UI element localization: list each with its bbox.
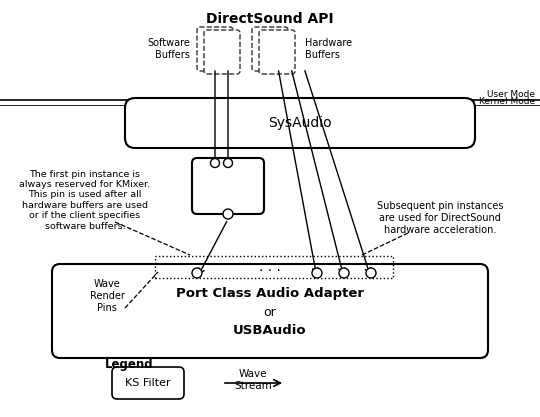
Text: Wave
Stream: Wave Stream — [234, 369, 272, 391]
Circle shape — [223, 209, 233, 219]
Circle shape — [312, 268, 322, 278]
Text: USBAudio: USBAudio — [233, 324, 307, 337]
FancyBboxPatch shape — [252, 27, 288, 71]
Text: DirectSound API: DirectSound API — [206, 12, 334, 26]
Text: . . .: . . . — [259, 260, 281, 274]
Text: Software
Buffers: Software Buffers — [147, 38, 190, 60]
Text: Port Class Audio Adapter: Port Class Audio Adapter — [176, 287, 364, 301]
Text: or: or — [264, 306, 276, 319]
FancyBboxPatch shape — [125, 98, 475, 148]
Text: Hardware
Buffers: Hardware Buffers — [305, 38, 352, 60]
FancyBboxPatch shape — [52, 264, 488, 358]
FancyBboxPatch shape — [204, 30, 240, 74]
Text: Wave
Render
Pins: Wave Render Pins — [90, 279, 124, 313]
Text: Kernel Mode: Kernel Mode — [479, 97, 535, 106]
Circle shape — [339, 268, 349, 278]
Text: KS Filter: KS Filter — [125, 378, 171, 388]
Text: The first pin instance is
always reserved for KMixer.
This pin is used after all: The first pin instance is always reserve… — [19, 169, 151, 231]
Text: Legend: Legend — [105, 358, 153, 371]
Text: KMixer: KMixer — [207, 179, 249, 193]
Circle shape — [366, 268, 376, 278]
Circle shape — [192, 268, 202, 278]
Bar — [155, 256, 393, 278]
Text: User Mode: User Mode — [487, 90, 535, 99]
Text: SysAudio: SysAudio — [268, 116, 332, 130]
Circle shape — [224, 158, 233, 168]
FancyBboxPatch shape — [197, 27, 233, 71]
Circle shape — [211, 158, 219, 168]
FancyBboxPatch shape — [259, 30, 295, 74]
Text: Subsequent pin instances
are used for DirectSound
hardware acceleration.: Subsequent pin instances are used for Di… — [377, 201, 503, 235]
FancyBboxPatch shape — [192, 158, 264, 214]
FancyBboxPatch shape — [112, 367, 184, 399]
